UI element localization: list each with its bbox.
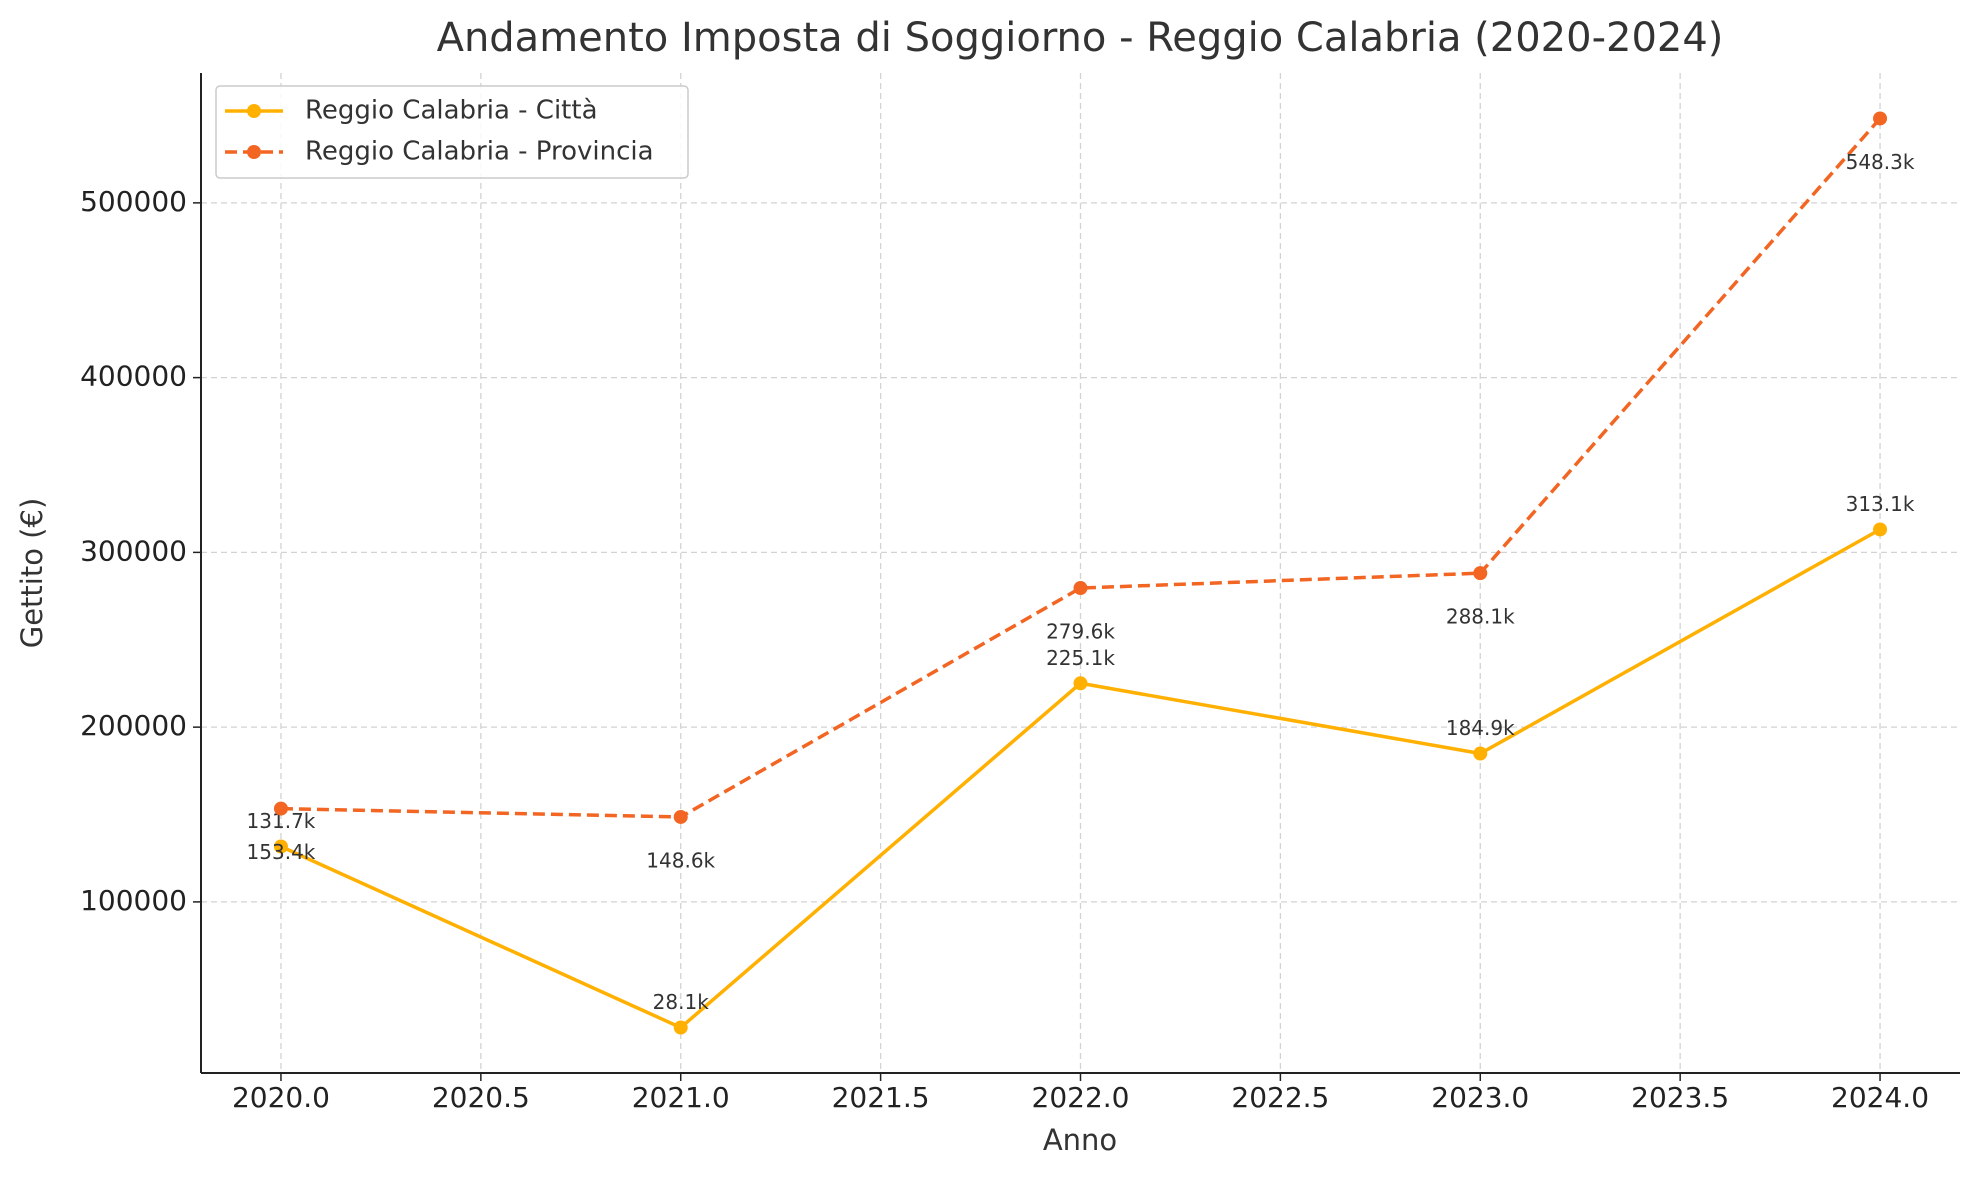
legend-marker <box>247 104 261 118</box>
legend-box <box>215 85 689 179</box>
data-label: 153.4k <box>247 840 316 864</box>
x-tick-label: 2024.0 <box>1831 1081 1929 1114</box>
series-line <box>280 117 1882 819</box>
x-tick-label: 2023.5 <box>1631 1081 1729 1114</box>
data-label: 184.9k <box>1446 716 1515 740</box>
legend-label: Reggio Calabria - Provincia <box>305 137 654 167</box>
y-tick-label: 200000 <box>80 709 187 742</box>
data-point <box>673 1020 688 1035</box>
y-tick-label: 400000 <box>80 360 187 393</box>
y-tick-label: 100000 <box>80 884 187 917</box>
data-label: 225.1k <box>1046 646 1115 670</box>
x-tick-label: 2021.0 <box>632 1081 730 1114</box>
data-point <box>1873 111 1888 126</box>
x-tick-label: 2021.5 <box>832 1081 930 1114</box>
chart-title: Andamento Imposta di Soggiorno - Reggio … <box>437 15 1724 61</box>
x-tick-label: 2022.0 <box>1032 1081 1130 1114</box>
data-point <box>273 839 288 854</box>
x-tick-label: 2022.5 <box>1231 1081 1329 1114</box>
y-tick-label: 300000 <box>80 534 187 567</box>
legend-marker <box>247 145 261 159</box>
x-tick-label: 2023.0 <box>1431 1081 1529 1114</box>
data-point <box>1873 522 1888 537</box>
data-point <box>1073 581 1088 596</box>
data-point <box>673 809 688 824</box>
data-label: 28.1k <box>653 990 710 1014</box>
y-axis-label: Gettito (€) <box>15 498 49 649</box>
data-point <box>1073 676 1088 691</box>
x-tick-label: 2020.0 <box>232 1081 330 1114</box>
x-axis-label: Anno <box>1043 1123 1117 1157</box>
data-point <box>273 801 288 816</box>
y-tick-label: 500000 <box>80 185 187 218</box>
data-point <box>1473 746 1488 761</box>
data-label: 313.1k <box>1846 492 1915 516</box>
data-label: 148.6k <box>646 848 715 872</box>
x-tick-label: 2020.5 <box>432 1081 530 1114</box>
data-point <box>1473 566 1488 581</box>
data-label: 548.3k <box>1846 150 1915 174</box>
data-label: 279.6k <box>1046 620 1115 644</box>
data-label: 288.1k <box>1446 605 1515 629</box>
legend-label: Reggio Calabria - Città <box>305 96 598 126</box>
